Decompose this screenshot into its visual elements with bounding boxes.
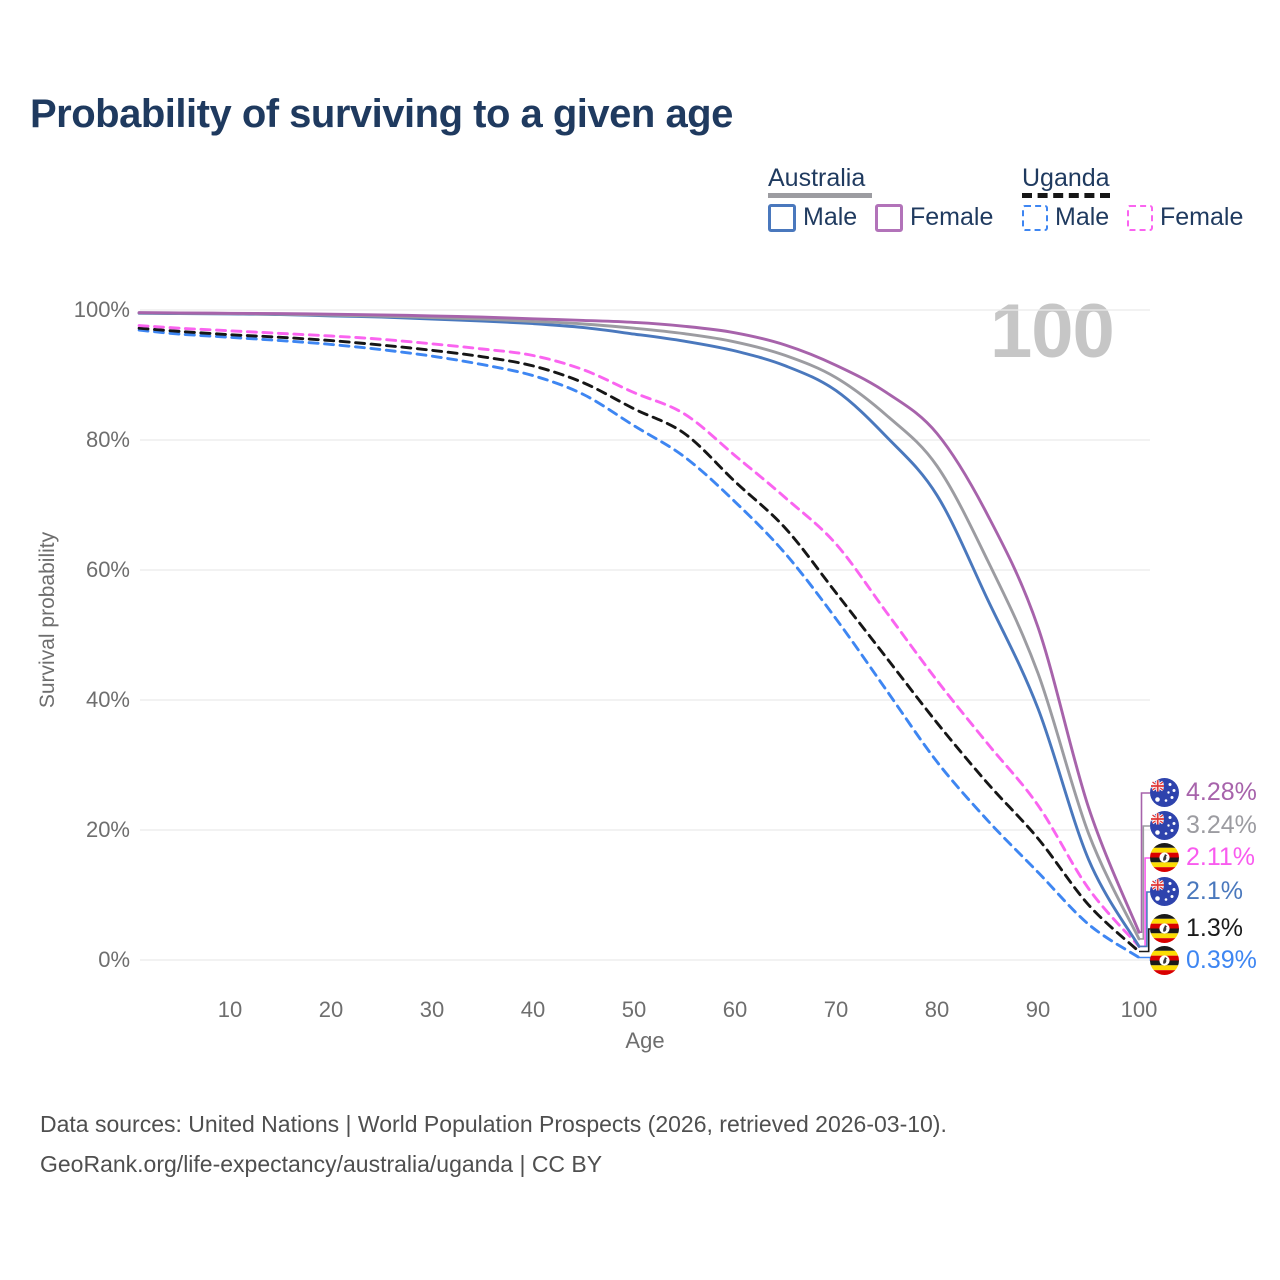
- x-tick-100: 100: [1120, 997, 1158, 1022]
- australia-flag-icon: [1150, 778, 1179, 807]
- x-tick-50: 50: [621, 997, 647, 1022]
- page-title: Probability of surviving to a given age: [30, 92, 733, 136]
- end-label-value: 1.3%: [1186, 914, 1243, 942]
- leader-ug-total: [1139, 928, 1150, 953]
- leader-au-male: [1139, 891, 1150, 948]
- x-tick-90: 90: [1025, 997, 1051, 1022]
- uganda-flag-icon: [1150, 946, 1179, 975]
- source-attribution: Data sources: United Nations | World Pop…: [40, 1104, 947, 1184]
- x-tick-80: 80: [924, 997, 950, 1022]
- end-label-value: 2.11%: [1186, 843, 1256, 871]
- legend-item-uganda-male[interactable]: Male: [1022, 203, 1109, 232]
- end-label-au-female: 4.28%: [1150, 778, 1257, 807]
- end-label-ug-total: 1.3%: [1150, 914, 1243, 943]
- end-label-ug-female: 2.11%: [1150, 843, 1255, 872]
- source-line-2: GeoRank.org/life-expectancy/australia/ug…: [40, 1151, 603, 1177]
- y-tick-100%: 100%: [73, 297, 130, 322]
- x-tick-60: 60: [722, 997, 748, 1022]
- x-tick-40: 40: [520, 997, 546, 1022]
- uganda-flag-icon: [1150, 914, 1179, 943]
- curve-au-total[interactable]: [137, 311, 1141, 941]
- legend-swatch-icon: [1127, 204, 1153, 231]
- legend-item-australia-female[interactable]: Female: [875, 203, 993, 232]
- curve-au-female[interactable]: [137, 311, 1141, 934]
- end-label-au-male: 2.1%: [1150, 877, 1243, 906]
- x-tick-10: 10: [217, 997, 243, 1022]
- curve-ug-male[interactable]: [137, 328, 1141, 959]
- leader-au-female: [1139, 792, 1150, 933]
- y-tick-20%: 20%: [85, 817, 130, 842]
- legend-swatch-icon: [768, 203, 796, 232]
- source-line-1: Data sources: United Nations | World Pop…: [40, 1111, 947, 1137]
- end-label-ug-male: 0.39%: [1150, 946, 1257, 975]
- legend-item-label: Male: [803, 203, 858, 231]
- x-tick-30: 30: [419, 997, 445, 1022]
- legend-item-australia-male[interactable]: Male: [768, 203, 857, 232]
- australia-flag-icon: [1150, 811, 1179, 840]
- end-label-au-total: 3.24%: [1150, 811, 1257, 840]
- y-tick-0%: 0%: [98, 947, 130, 972]
- legend-group-australia: Australia: [768, 164, 866, 192]
- legend-item-uganda-female[interactable]: Female: [1127, 203, 1243, 232]
- legend-item-label: Female: [1160, 203, 1244, 231]
- end-label-value: 2.1%: [1186, 877, 1243, 905]
- end-label-value: 0.39%: [1186, 946, 1257, 974]
- curve-ug-female[interactable]: [137, 324, 1141, 948]
- legend-swatch-icon: [875, 203, 903, 232]
- legend-swatch-icon: [1022, 204, 1048, 231]
- leader-au-total: [1139, 825, 1150, 940]
- end-label-value: 4.28%: [1186, 778, 1257, 806]
- curve-au-male[interactable]: [137, 311, 1141, 948]
- legend-rule-solid: [768, 193, 872, 198]
- legend-rule-dashed: [1022, 193, 1110, 198]
- legend-group-uganda: Uganda: [1022, 164, 1110, 192]
- y-tick-80%: 80%: [85, 427, 130, 452]
- legend-item-label: Male: [1055, 203, 1110, 231]
- uganda-flag-icon: [1150, 843, 1179, 872]
- x-axis-title: Age: [625, 1028, 665, 1053]
- x-tick-20: 20: [318, 997, 344, 1022]
- curve-ug-total[interactable]: [137, 326, 1141, 953]
- legend-item-label: Female: [910, 203, 994, 231]
- end-label-value: 3.24%: [1186, 811, 1257, 839]
- y-tick-40%: 40%: [85, 687, 130, 712]
- y-tick-60%: 60%: [85, 557, 130, 582]
- australia-flag-icon: [1150, 877, 1179, 906]
- x-tick-70: 70: [823, 997, 849, 1022]
- hover-age-watermark: 100: [990, 289, 1115, 374]
